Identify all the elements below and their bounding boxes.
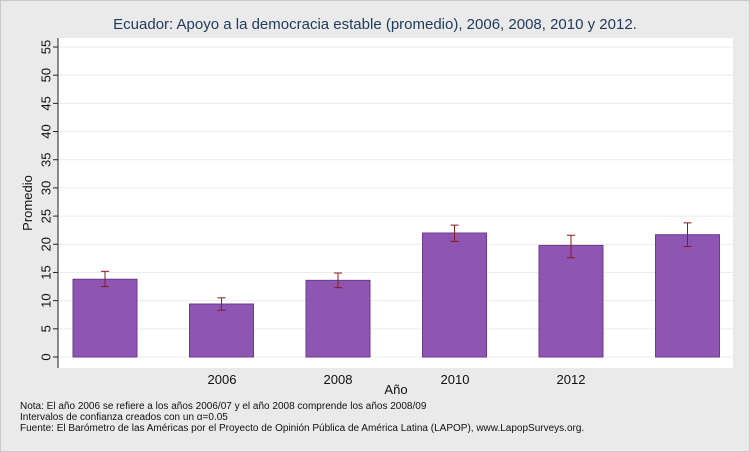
x-tick-label: 2012 <box>557 372 586 387</box>
x-tick-label: 2008 <box>324 372 353 387</box>
x-axis-title: Año <box>384 382 407 397</box>
bar <box>305 279 371 358</box>
x-tick-label: 2006 <box>208 372 237 387</box>
note-line: Nota: El año 2006 se refiere a los años … <box>20 401 427 412</box>
bar <box>422 232 487 358</box>
bar <box>538 244 604 358</box>
y-tick-label: 5 <box>39 325 54 332</box>
y-axis-ticks: 0 5 10 15 20 25 30 35 40 45 50 55 <box>39 40 58 361</box>
bars <box>72 232 720 358</box>
note-line: Fuente: El Barómetro de las Américas por… <box>20 423 585 434</box>
note-line: Intervalos de confianza creados con un α… <box>20 412 228 423</box>
y-tick-label: 50 <box>39 68 54 82</box>
y-tick-label: 45 <box>39 96 54 110</box>
grid-lines <box>58 46 733 358</box>
chart-title: Ecuador: Apoyo a la democracia estable (… <box>113 16 637 33</box>
y-tick-label: 55 <box>39 40 54 54</box>
y-tick-label: 15 <box>39 265 54 279</box>
x-tick-label: 2010 <box>441 372 470 387</box>
x-axis-ticks: 2006 2008 2010 2012 <box>208 372 586 387</box>
bar <box>655 234 720 358</box>
y-tick-label: 0 <box>39 353 54 360</box>
y-axis-title: Promedio <box>20 175 35 231</box>
y-tick-label: 35 <box>39 152 54 166</box>
plot-area <box>58 38 733 368</box>
y-tick-label: 10 <box>39 293 54 307</box>
footnotes: Nota: El año 2006 se refiere a los años … <box>20 401 584 434</box>
y-tick-label: 40 <box>39 124 54 138</box>
y-tick-label: 25 <box>39 209 54 223</box>
bar <box>189 303 254 358</box>
y-tick-label: 30 <box>39 181 54 195</box>
bar <box>72 278 138 358</box>
error-bars <box>101 222 692 311</box>
y-tick-label: 20 <box>39 237 54 251</box>
